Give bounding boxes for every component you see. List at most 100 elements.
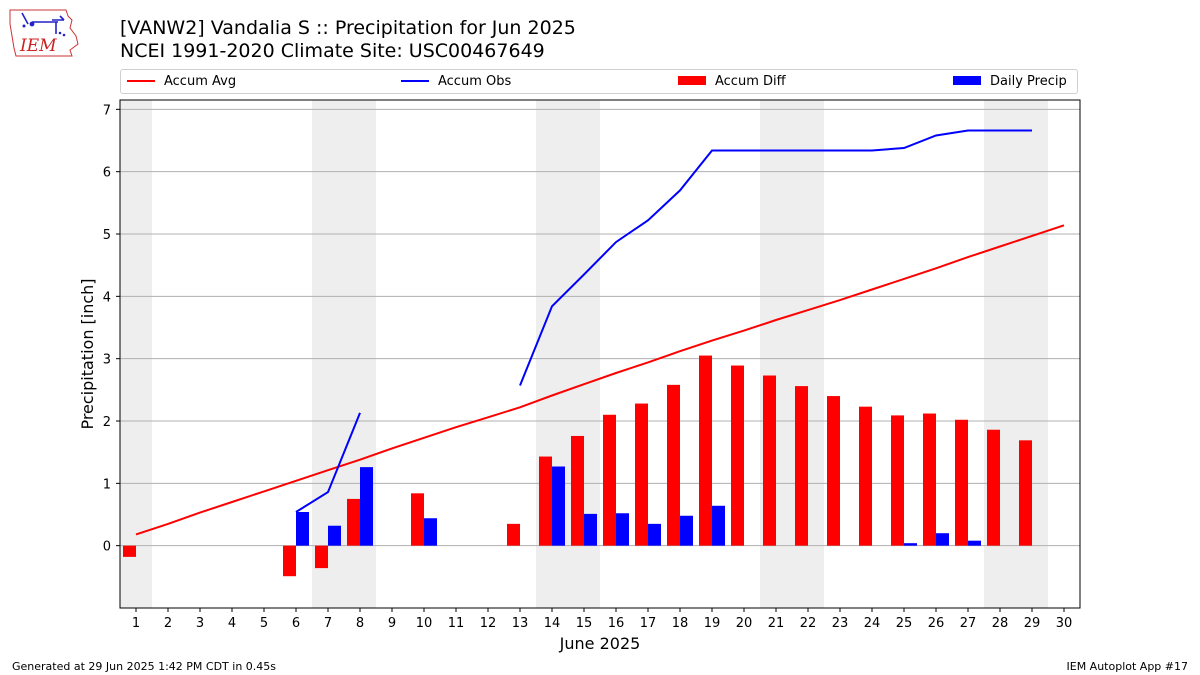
- y-tick-label-1: 1: [103, 477, 111, 492]
- x-tick-label-6: 6: [292, 616, 300, 631]
- iem-logo: IEM: [9, 9, 79, 57]
- legend-label-accum-obs: Accum Obs: [438, 74, 512, 89]
- x-tick-label-17: 17: [640, 616, 657, 631]
- legend-swatch-accum-avg: [127, 79, 155, 82]
- legend-item-accum-avg: Accum Avg: [127, 74, 236, 90]
- x-tick-label-23: 23: [832, 616, 849, 631]
- bar-daily-precip-day-14: [552, 466, 565, 546]
- x-tick-label-1: 1: [132, 616, 140, 631]
- x-tick-label-27: 27: [960, 616, 977, 631]
- bar-accum-diff-day-6: [283, 545, 296, 577]
- x-tick-label-21: 21: [768, 616, 785, 631]
- y-axis-label: Precipitation [inch]: [78, 278, 97, 429]
- x-tick-label-19: 19: [704, 616, 721, 631]
- bar-accum-diff-day-27: [955, 419, 968, 546]
- legend-swatch-daily-precip: [953, 76, 981, 85]
- bar-accum-diff-day-7: [315, 545, 328, 569]
- x-tick-label-11: 11: [448, 616, 465, 631]
- weekend-shade-0: [120, 100, 152, 608]
- bar-daily-precip-day-7: [328, 525, 341, 546]
- bar-accum-diff-day-10: [411, 493, 424, 546]
- y-tick-label-4: 4: [103, 290, 111, 305]
- bar-accum-diff-day-16: [603, 414, 616, 546]
- legend-swatch-accum-diff: [678, 76, 706, 85]
- x-tick-label-5: 5: [260, 616, 268, 631]
- x-tick-label-2: 2: [164, 616, 172, 631]
- x-axis-label: June 2025: [559, 634, 641, 653]
- bar-daily-precip-day-19: [712, 505, 725, 546]
- bar-accum-diff-day-24: [859, 406, 872, 546]
- legend-swatch-accum-obs: [401, 79, 429, 82]
- line-accum-avg-segment-0: [135, 224, 1065, 536]
- bar-daily-precip-day-6: [296, 512, 309, 546]
- x-tick-label-3: 3: [196, 616, 204, 631]
- y-tick-label-2: 2: [103, 415, 111, 430]
- bar-daily-precip-day-18: [680, 515, 693, 546]
- legend-label-accum-avg: Accum Avg: [164, 74, 237, 89]
- bar-accum-diff-day-13: [507, 523, 520, 546]
- legend-item-accum-obs: Accum Obs: [401, 74, 511, 90]
- x-tick-label-10: 10: [416, 616, 433, 631]
- bar-accum-diff-day-14: [539, 456, 552, 546]
- bar-accum-diff-day-25: [891, 415, 904, 546]
- y-tick-label-3: 3: [103, 353, 111, 368]
- bar-accum-diff-day-19: [699, 355, 712, 546]
- bar-daily-precip-day-26: [936, 533, 949, 546]
- x-tick-label-22: 22: [800, 616, 817, 631]
- title-line-2: NCEI 1991-2020 Climate Site: USC00467649: [120, 40, 545, 62]
- line-accum-obs-segment-0: [295, 412, 361, 513]
- bar-accum-diff-day-15: [571, 435, 584, 546]
- line-accum-obs-segment-1: [519, 129, 1032, 386]
- bar-accum-diff-day-18: [667, 384, 680, 546]
- bar-daily-precip-day-15: [584, 513, 597, 546]
- x-tick-label-24: 24: [864, 616, 881, 631]
- legend-item-accum-diff: Accum Diff: [678, 74, 786, 90]
- bar-daily-precip-day-25: [904, 543, 917, 546]
- bar-accum-diff-day-22: [795, 386, 808, 546]
- logo-text: IEM: [19, 36, 57, 56]
- bar-accum-diff-day-26: [923, 413, 936, 546]
- bar-accum-diff-day-8: [347, 498, 360, 546]
- x-tick-label-20: 20: [736, 616, 753, 631]
- bar-daily-precip-day-8: [360, 467, 373, 546]
- legend-label-daily-precip: Daily Precip: [990, 74, 1067, 89]
- x-tick-label-4: 4: [228, 616, 236, 631]
- x-tick-label-29: 29: [1024, 616, 1041, 631]
- x-tick-label-26: 26: [928, 616, 945, 631]
- footer-generated: Generated at 29 Jun 2025 1:42 PM CDT in …: [12, 660, 277, 673]
- plot-frame: [119, 99, 1081, 609]
- x-tick-label-13: 13: [512, 616, 529, 631]
- bar-accum-diff-day-23: [827, 396, 840, 546]
- chart-title: [VANW2] Vandalia S :: Precipitation for …: [120, 17, 576, 63]
- x-tick-label-7: 7: [324, 616, 332, 631]
- bar-accum-diff-day-21: [763, 375, 776, 546]
- title-line-1: [VANW2] Vandalia S :: Precipitation for …: [120, 17, 576, 39]
- x-tick-label-16: 16: [608, 616, 625, 631]
- x-tick-label-28: 28: [992, 616, 1009, 631]
- y-tick-label-5: 5: [103, 228, 111, 243]
- y-tick-label-6: 6: [103, 166, 111, 181]
- bar-accum-diff-day-20: [731, 365, 744, 546]
- bar-accum-diff-day-17: [635, 403, 648, 546]
- footer-app: IEM Autoplot App #17: [1066, 660, 1189, 673]
- x-tick-label-9: 9: [388, 616, 396, 631]
- x-tick-label-25: 25: [896, 616, 913, 631]
- x-tick-label-8: 8: [356, 616, 364, 631]
- bar-accum-diff-day-28: [987, 429, 1000, 546]
- legend-item-daily-precip: Daily Precip: [953, 74, 1067, 90]
- bar-accum-diff-day-1: [123, 545, 136, 557]
- bar-daily-precip-day-27: [968, 540, 981, 546]
- bar-accum-diff-day-29: [1019, 440, 1032, 546]
- y-tick-label-7: 7: [103, 103, 111, 118]
- x-tick-label-18: 18: [672, 616, 689, 631]
- bar-daily-precip-day-10: [424, 518, 437, 546]
- legend-label-accum-diff: Accum Diff: [715, 74, 786, 89]
- x-tick-label-30: 30: [1056, 616, 1073, 631]
- bar-daily-precip-day-17: [648, 523, 661, 546]
- x-tick-label-14: 14: [544, 616, 561, 631]
- x-tick-label-12: 12: [480, 616, 497, 631]
- chart-legend: Accum Avg Accum Obs Accum Diff Daily Pre…: [120, 69, 1078, 94]
- x-tick-label-15: 15: [576, 616, 593, 631]
- bar-daily-precip-day-16: [616, 513, 629, 546]
